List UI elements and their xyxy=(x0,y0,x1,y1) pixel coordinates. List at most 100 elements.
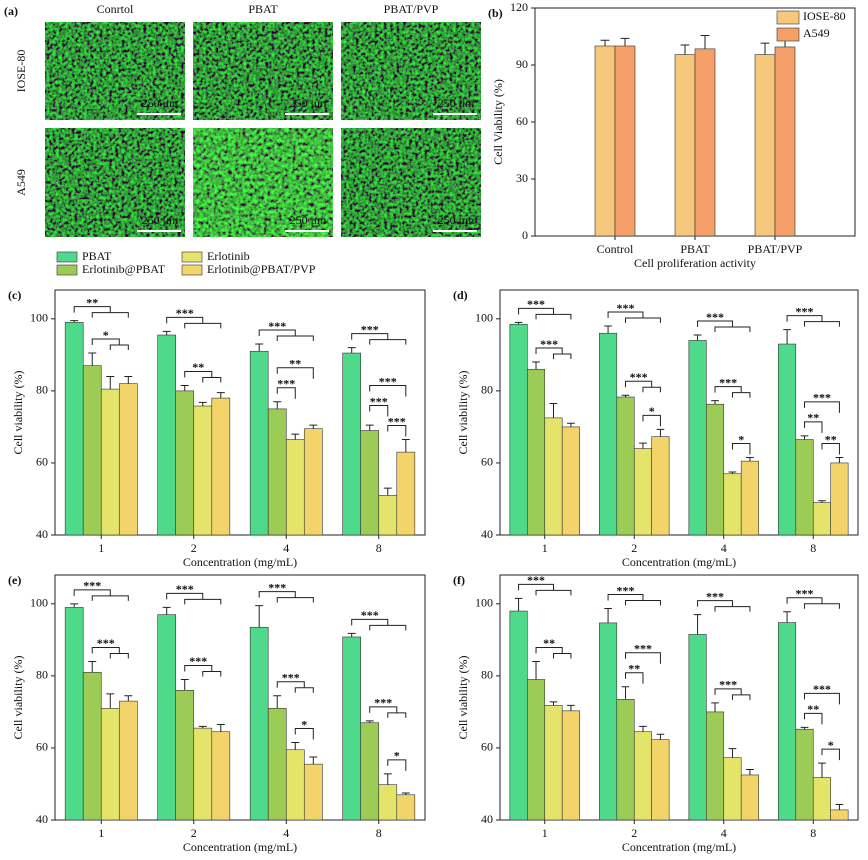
significance-label: ** xyxy=(543,636,555,650)
y-axis-label: Cell Viability (%) xyxy=(491,79,505,165)
significance-bracket xyxy=(184,370,222,383)
bar xyxy=(633,731,653,821)
significance-bracket xyxy=(91,338,129,351)
significance-bracket xyxy=(625,672,644,684)
y-tick-label: 80 xyxy=(481,383,493,397)
error-bar xyxy=(783,329,791,345)
significance-bracket xyxy=(518,583,572,596)
bar xyxy=(396,794,416,821)
error-bar xyxy=(383,773,392,785)
x-axis-label: Cell proliferation activity xyxy=(634,256,756,270)
significance-label: *** xyxy=(379,374,397,388)
significance-label: * xyxy=(301,717,307,731)
y-tick-label: 40 xyxy=(36,812,48,826)
significance-label: *** xyxy=(268,319,286,333)
error-bar xyxy=(604,325,612,334)
significance-bracket xyxy=(625,380,661,393)
error-bar xyxy=(746,769,754,775)
significance-bracket xyxy=(804,401,840,413)
bar xyxy=(100,708,120,821)
micrograph xyxy=(45,22,185,120)
error-bar xyxy=(198,725,207,729)
error-bar xyxy=(620,37,630,46)
significance-label: *** xyxy=(706,589,724,603)
significance-label: *** xyxy=(277,376,295,390)
scale-bar-label: 250 μm xyxy=(438,213,475,227)
bar xyxy=(754,54,776,237)
plot-frame xyxy=(499,289,859,536)
x-axis-label: Concentration (mg/mL) xyxy=(622,555,736,569)
y-axis-label: Cell viability (%) xyxy=(11,656,25,740)
bar xyxy=(193,405,213,536)
x-tick-label: 1 xyxy=(98,541,104,555)
significance-label: ** xyxy=(289,356,301,370)
error-bar xyxy=(532,361,540,370)
bar xyxy=(509,610,528,821)
significance-bracket xyxy=(351,618,407,631)
panel-label: (a) xyxy=(4,4,18,18)
bar xyxy=(378,495,398,536)
significance-bracket xyxy=(184,664,222,677)
x-tick-label: 1 xyxy=(542,541,548,555)
significance-bracket xyxy=(73,589,129,601)
bar xyxy=(723,473,742,536)
significance-label: *** xyxy=(176,582,194,596)
significance-label: *** xyxy=(813,391,831,405)
bar xyxy=(82,365,102,536)
x-tick-label: 8 xyxy=(376,541,382,555)
significance-bracket xyxy=(821,748,840,761)
y-axis-label: Cell viability (%) xyxy=(11,371,25,455)
x-tick-label: 8 xyxy=(376,826,382,840)
error-bar xyxy=(604,608,612,623)
significance-label: *** xyxy=(374,696,392,710)
error-bar xyxy=(309,424,318,429)
significance-label: ** xyxy=(86,295,98,309)
significance-label: *** xyxy=(361,322,379,336)
error-bar xyxy=(693,334,702,341)
legend-label: PBAT xyxy=(82,249,112,263)
y-tick-label: 0 xyxy=(522,228,528,242)
bar xyxy=(614,45,636,237)
bar xyxy=(193,727,213,821)
bar xyxy=(396,451,416,536)
bar xyxy=(830,809,849,821)
significance-bracket xyxy=(387,425,407,437)
error-bar xyxy=(255,343,264,352)
significance-label: *** xyxy=(268,580,286,594)
bar xyxy=(303,763,323,821)
significance-label: *** xyxy=(617,583,635,597)
error-bar xyxy=(835,457,844,463)
error-bar xyxy=(365,720,374,723)
panel-label: (e) xyxy=(8,573,21,587)
x-tick-label: 4 xyxy=(721,541,727,555)
error-bar xyxy=(639,442,647,449)
significance-label: *** xyxy=(176,306,194,320)
bar xyxy=(561,710,580,821)
significance-label: *** xyxy=(388,414,406,428)
error-bar xyxy=(549,402,558,418)
error-bar xyxy=(818,500,826,503)
significance-label: ** xyxy=(825,432,837,446)
bar xyxy=(157,334,177,536)
significance-label: *** xyxy=(719,678,737,692)
significance-label: *** xyxy=(527,573,545,587)
x-tick-label: 2 xyxy=(631,541,637,555)
bar xyxy=(64,322,84,536)
error-bar xyxy=(783,611,791,623)
significance-bracket xyxy=(91,646,129,659)
x-tick-label: 2 xyxy=(631,826,637,840)
significance-bracket xyxy=(369,405,389,417)
y-tick-label: 100 xyxy=(30,311,48,325)
bar xyxy=(740,460,759,536)
significance-label: *** xyxy=(813,682,831,696)
bar xyxy=(633,448,653,536)
panel-label: (c) xyxy=(8,288,21,302)
significance-label: *** xyxy=(527,297,545,311)
error-bar xyxy=(621,394,630,398)
y-tick-label: 80 xyxy=(36,383,48,397)
bar xyxy=(651,436,670,536)
error-bar xyxy=(728,471,737,474)
error-bar xyxy=(621,686,630,700)
error-bar xyxy=(549,701,558,706)
significance-bracket xyxy=(166,592,222,605)
